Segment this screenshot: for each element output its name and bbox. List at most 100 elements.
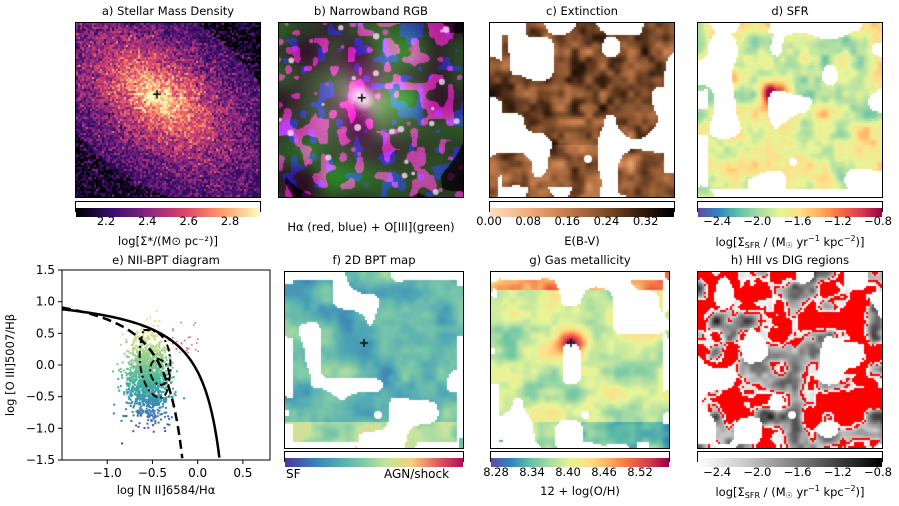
bpt-point <box>136 367 139 370</box>
bpt-point <box>156 394 159 397</box>
panel-c-colorbar-label: E(B-V) <box>564 234 600 248</box>
colorbar-tick-label: 8.28 <box>483 465 509 479</box>
bpt-point <box>154 403 157 406</box>
bpt-point <box>158 320 161 323</box>
bpt-point <box>124 415 127 418</box>
colorbar-tick-label: 8.40 <box>555 465 581 479</box>
bpt-point <box>143 403 146 406</box>
bpt-point <box>150 331 153 334</box>
bpt-point <box>144 399 147 402</box>
bpt-point <box>161 353 164 356</box>
bpt-point <box>153 335 156 338</box>
bpt-point <box>152 367 155 370</box>
bpt-point <box>189 336 191 338</box>
bpt-point <box>141 343 144 346</box>
bpt-point <box>133 347 136 350</box>
bpt-point <box>135 402 138 405</box>
bpt-point <box>156 351 159 354</box>
bpt-point <box>144 398 147 401</box>
bpt-point <box>129 366 132 369</box>
bpt-point <box>155 387 158 390</box>
bpt-point <box>147 371 150 374</box>
bpt-point <box>130 376 133 379</box>
bpt-point <box>125 415 128 418</box>
bpt-point <box>156 375 159 378</box>
bpt-point <box>141 382 144 385</box>
bpt-point <box>140 384 143 387</box>
bpt-point <box>135 339 138 342</box>
colorbar-gradient <box>76 208 260 217</box>
bpt-point <box>163 415 166 418</box>
bpt-point <box>146 335 149 338</box>
bpt-point <box>138 393 141 396</box>
bpt-point <box>154 348 157 351</box>
bpt-point <box>149 334 152 337</box>
bpt-point <box>129 402 132 405</box>
bpt-point <box>130 363 133 366</box>
colorbar-tick-label: −2.0 <box>743 465 772 479</box>
bpt-point <box>146 410 149 413</box>
bpt-point <box>152 346 155 349</box>
bpt-point <box>135 336 138 339</box>
bpt-point <box>171 376 174 379</box>
bpt-point <box>157 344 160 347</box>
bpt-point <box>135 398 138 401</box>
bpt-point <box>154 338 157 341</box>
bpt-point <box>154 419 157 422</box>
bpt-point <box>140 394 143 397</box>
colorbar-tick-label: 2.6 <box>179 214 198 228</box>
bpt-point <box>145 375 148 378</box>
bpt-point <box>160 362 163 365</box>
bpt-point <box>149 406 152 409</box>
bpt-point <box>152 402 155 405</box>
bpt-point <box>140 413 143 416</box>
bpt-point <box>147 337 150 340</box>
panel-a-title: a) Stellar Mass Density <box>101 4 235 18</box>
bpt-point <box>164 430 167 433</box>
bpt-point <box>129 372 132 375</box>
bpt-point <box>161 356 164 359</box>
bpt-point <box>154 416 157 419</box>
bpt-point <box>151 366 154 369</box>
bpt-point <box>139 408 142 411</box>
bpt-point <box>147 367 150 370</box>
bpt-point <box>155 346 158 349</box>
bpt-point <box>169 372 172 375</box>
bpt-point <box>197 350 199 353</box>
colorbar-tick-label: 0.24 <box>593 214 620 228</box>
bpt-point <box>141 348 144 351</box>
bpt-point <box>139 374 142 377</box>
bpt-point <box>148 391 151 394</box>
bpt-point <box>154 389 157 392</box>
bpt-point <box>127 350 130 353</box>
bpt-point <box>129 360 132 363</box>
bpt-point <box>162 346 165 349</box>
bpt-point <box>136 395 139 398</box>
bpt-point <box>158 383 161 386</box>
bpt-point <box>129 352 132 355</box>
bpt-point <box>146 388 149 391</box>
bpt-point <box>161 375 164 378</box>
bpt-point <box>159 354 162 357</box>
bpt-point <box>147 385 150 388</box>
bpt-point <box>145 407 148 410</box>
bpt-point <box>162 379 165 382</box>
bpt-point <box>155 372 158 375</box>
bpt-point <box>148 360 151 363</box>
bpt-point <box>146 384 149 387</box>
bpt-point <box>155 381 158 384</box>
bpt-point <box>159 413 162 416</box>
bpt-point <box>132 406 135 409</box>
bpt-point <box>144 341 147 344</box>
bpt-point <box>158 376 161 379</box>
bpt-point <box>137 363 140 366</box>
kauffmann-line <box>61 306 184 459</box>
bpt-point <box>138 385 141 388</box>
bpt-point <box>132 375 135 378</box>
bpt-point <box>164 365 167 368</box>
x-tick-label: 0.0 <box>188 466 207 480</box>
panel-f-map <box>284 271 464 449</box>
bpt-point <box>187 351 189 354</box>
bpt-point <box>143 390 146 393</box>
bpt-point <box>137 375 140 378</box>
